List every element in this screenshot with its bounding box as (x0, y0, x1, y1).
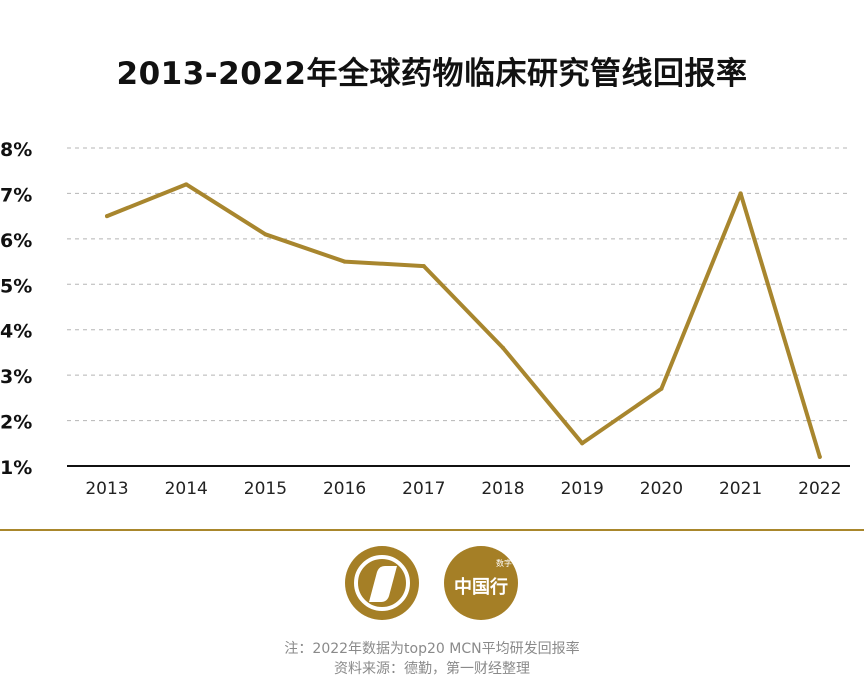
y-axis-ticks: 1% 2% 3% 4% 5% 6% 7% 8% (0, 139, 32, 479)
y-tick-label: 2% (0, 412, 32, 434)
data-point (659, 386, 664, 391)
data-point (817, 454, 822, 459)
line-chart: 1%2%3%4%5%6%7%8% 2013 2014 2015 2016 2017 201… (0, 139, 850, 499)
y-tick-label: 6% (0, 230, 32, 252)
x-tick-label: 2022 (798, 479, 841, 499)
x-tick-label: 2014 (165, 479, 208, 499)
data-points (105, 182, 822, 459)
data-point (342, 259, 347, 264)
data-point (501, 345, 505, 350)
diamond-logo-icon (345, 546, 419, 620)
x-tick-label: 2017 (402, 479, 445, 499)
x-tick-label: 2020 (640, 479, 683, 499)
x-tick-label: 2021 (719, 479, 762, 499)
footnote: 注：2022年数据为top20 MCN平均研发回报率 (284, 641, 580, 657)
x-tick-label: 2016 (323, 479, 366, 499)
y-tick-label: 4% (0, 321, 32, 343)
footer-divider (0, 529, 864, 531)
series-line (105, 182, 822, 459)
x-axis-ticks: 2013 2014 2015 2016 2017 2018 2019 2020 2021 2022 (85, 479, 841, 499)
data-point (184, 182, 189, 187)
y-tick-label: 3% (0, 366, 32, 388)
x-tick-label: 2015 (244, 479, 287, 499)
seal-logo-icon: 数字 中国行 (444, 546, 518, 620)
y-tick-label: 8% (0, 139, 32, 161)
y-tick-label: 7% (0, 184, 32, 206)
grid-lines (67, 147, 850, 422)
y-tick-label: 1% (0, 457, 32, 479)
x-tick-label: 2013 (85, 479, 128, 499)
data-point (738, 191, 743, 196)
seal-text: 中国行 (454, 576, 508, 598)
seal-small-text: 数字 (496, 558, 512, 568)
data-point (580, 441, 585, 446)
x-tick-label: 2018 (481, 479, 524, 499)
y-tick-label: 5% (0, 275, 32, 297)
x-tick-label: 2019 (561, 479, 604, 499)
data-point (263, 232, 268, 237)
chart-title: 2013-2022年全球药物临床研究管线回报率 (116, 56, 748, 92)
source-note: 资料来源：德勤，第一财经整理 (334, 661, 530, 677)
data-point (421, 264, 426, 269)
data-point (105, 214, 109, 219)
